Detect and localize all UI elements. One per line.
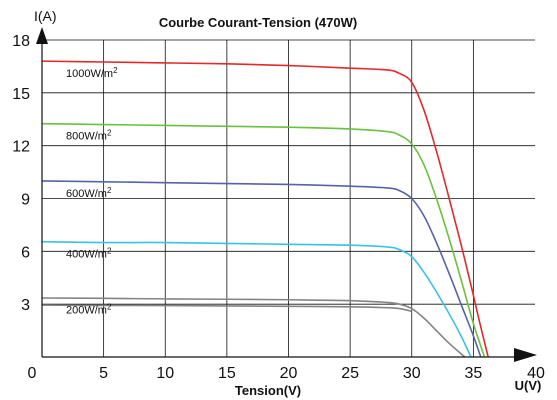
series-line xyxy=(42,122,486,358)
x-axis-end-label: U(V) xyxy=(515,378,542,393)
series-line xyxy=(42,304,412,312)
series-label: 800W/m2 xyxy=(66,129,112,143)
y-axis-arrow-icon xyxy=(36,27,48,44)
y-tick-label: 9 xyxy=(21,192,30,209)
tick-labels: 0 5 10 15 20 25 30 35 40 3 6 9 12 15 18 xyxy=(12,33,545,382)
y-axis-title-unit: (A) xyxy=(38,8,57,24)
grid xyxy=(42,39,535,357)
series-line xyxy=(42,180,482,358)
x-axis-arrow-icon xyxy=(514,348,537,362)
x-axis-label: Tension(V) xyxy=(235,383,301,398)
y-tick-label: 3 xyxy=(21,297,30,314)
x-tick-label: 20 xyxy=(280,365,298,382)
x-tick-label: 25 xyxy=(341,365,359,382)
y-axis-title-letter: I xyxy=(34,8,38,24)
series-label: 600W/m2 xyxy=(66,186,112,200)
y-axis-title: I(A) xyxy=(34,8,57,24)
y-tick-label: 18 xyxy=(12,33,30,50)
x-tick-label: 35 xyxy=(464,365,482,382)
chart-title: Courbe Courant-Tension (470W) xyxy=(159,15,357,30)
series-label: 1000W/m2 xyxy=(66,66,118,80)
x-tick-label: 40 xyxy=(527,365,545,382)
x-tick-label: 0 xyxy=(28,365,37,382)
series-labels: 1000W/m2 800W/m2 600W/m2 400W/m2 200W/m2 xyxy=(66,66,118,316)
x-tick-label: 5 xyxy=(99,365,108,382)
x-tick-label: 30 xyxy=(403,365,421,382)
x-tick-label: 10 xyxy=(156,365,174,382)
series-lines xyxy=(42,60,489,358)
series-line xyxy=(42,240,472,358)
series-line xyxy=(42,60,489,358)
y-tick-label: 12 xyxy=(12,139,30,156)
y-tick-label: 15 xyxy=(12,86,30,103)
series-label: 400W/m2 xyxy=(66,247,112,261)
series-label: 200W/m2 xyxy=(66,302,112,316)
y-tick-label: 6 xyxy=(21,244,30,261)
x-tick-label: 15 xyxy=(218,365,236,382)
series-line xyxy=(42,297,466,358)
